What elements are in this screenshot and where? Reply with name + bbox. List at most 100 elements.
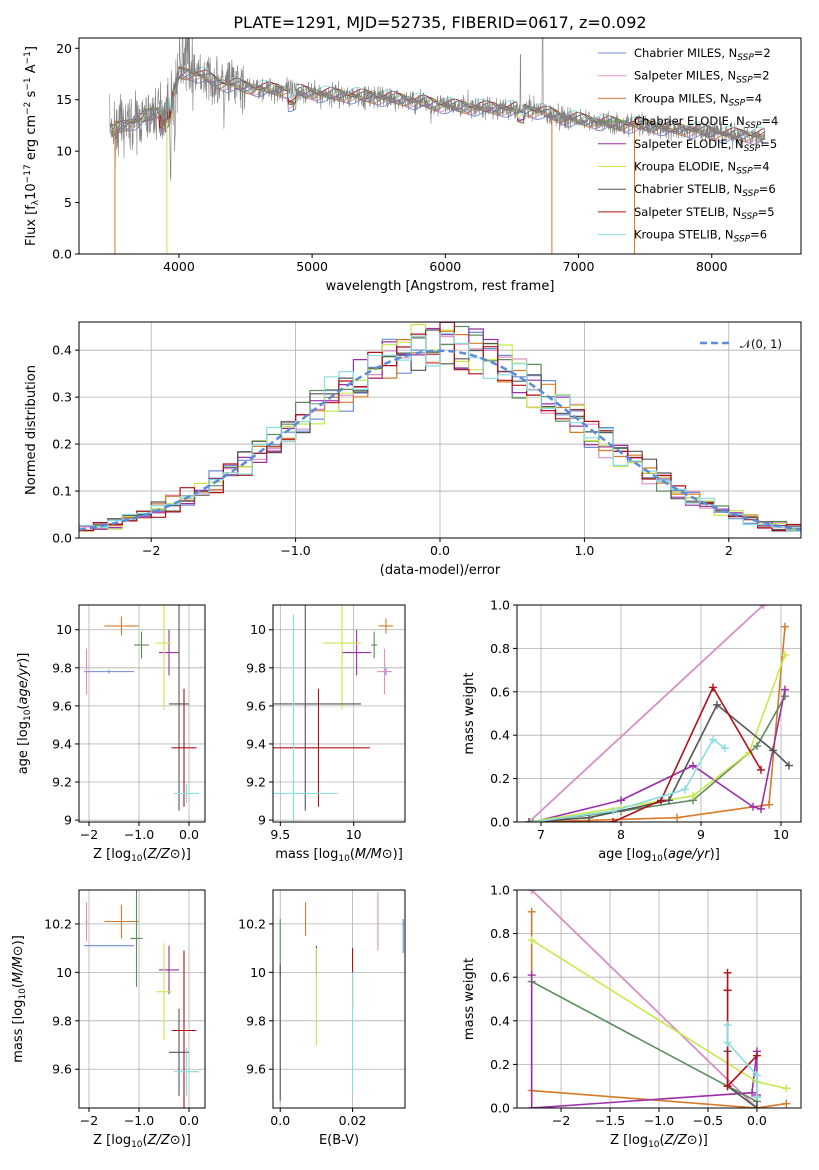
y-tick-label: 0.0 <box>52 531 72 546</box>
x-tick-label: −1.0 <box>124 827 154 842</box>
weight-line <box>726 972 758 1089</box>
weight-marker <box>527 907 536 916</box>
chart-title: PLATE=1291, MJD=52735, FIBERID=0617, z=0… <box>233 13 646 32</box>
chart-age-vs-mass: 9.5 10 9 9.2 9.4 9.6 9.8 10 mass [log10(M/M⊙)] <box>246 604 406 864</box>
y-tick-label: 1.0 <box>490 883 510 898</box>
axes-frame <box>272 604 406 823</box>
legend-entry: Chabrier MILES, NSSP=2 <box>634 46 771 63</box>
y-tick-label: 0.0 <box>52 247 72 262</box>
y-tick-label: 0.3 <box>52 390 72 405</box>
x-axis-label: mass [log10(M/M⊙)] <box>275 847 403 864</box>
y-tick-label: 10 <box>56 965 72 980</box>
errorbar-point <box>273 605 361 811</box>
normal-curve <box>79 349 801 532</box>
weight-line <box>528 654 786 822</box>
errorbar-point <box>85 902 88 941</box>
weight-line <box>528 703 790 822</box>
chart-weight-vs-age: 7 8 9 10 0.0 0.2 0.4 0.6 0.8 1.0 age [log10(age/yr… <box>462 598 802 864</box>
errorbar-point <box>378 618 394 634</box>
x-tick-label: 10 <box>773 827 789 842</box>
y-axis-label: Normed distribution <box>24 365 39 495</box>
chart-age-vs-Z: −2 −1.0 0.0 9 9.2 9.4 9.6 9.8 10 Z [log10(Z/Z⊙)] a… <box>16 604 206 864</box>
y-tick-label: 0.1 <box>52 484 72 499</box>
weight-marker <box>527 1104 536 1108</box>
y-tick-label: 10 <box>250 965 266 980</box>
errorbar-point <box>159 629 179 676</box>
weight-marker <box>609 807 617 816</box>
x-tick-label: 8 <box>617 827 625 842</box>
x-tick-label: −2 <box>142 543 160 558</box>
plot-area <box>279 892 404 1101</box>
weight-marker <box>527 890 536 894</box>
x-axis-label: age [log10(age/yr)] <box>598 847 720 864</box>
y-tick-label: 9.6 <box>52 1062 72 1077</box>
weight-marker <box>527 971 536 980</box>
y-axis-label: Flux [fλ10−17 erg cm−2 s−1 A−1] <box>23 46 41 246</box>
y-tick-label: 0.4 <box>490 728 510 743</box>
y-axis-label: mass [log10(M/M⊙)] <box>11 935 28 1063</box>
errorbar-point <box>104 616 139 636</box>
y-axis-label: mass weight <box>462 958 477 1040</box>
plot-area <box>109 38 766 254</box>
y-tick-label: 20 <box>56 41 72 56</box>
plot-area <box>273 605 394 822</box>
x-tick-label: 10 <box>346 827 362 842</box>
weight-marker <box>781 650 789 659</box>
legend-entry: Salpeter MILES, NSSP=2 <box>634 69 770 86</box>
legend-entry: Kroupa ELODIE, NSSP=4 <box>634 160 770 177</box>
weight-marker <box>748 1088 757 1097</box>
y-tick-label: 9.6 <box>246 1062 266 1077</box>
x-tick-label: 7 <box>537 827 545 842</box>
weight-marker <box>752 1104 761 1108</box>
y-tick-label: 10.2 <box>238 916 266 931</box>
x-tick-label: 0.0 <box>179 1113 199 1128</box>
errorbar-point <box>84 669 134 674</box>
plot-area <box>525 605 793 822</box>
errorbar-point <box>104 904 139 939</box>
weight-marker <box>782 1084 791 1093</box>
weight-line <box>726 1025 758 1098</box>
x-tick-label: −1.0 <box>644 1113 674 1128</box>
x-tick-label: −1.5 <box>595 1113 625 1128</box>
weight-marker <box>709 683 717 692</box>
weight-marker <box>617 796 625 805</box>
y-tick-label: 0.0 <box>490 1101 510 1116</box>
weight-marker <box>723 1082 732 1091</box>
errorbar-point <box>322 605 361 710</box>
y-tick-label: 9.2 <box>246 775 266 790</box>
chart-residuals: −2 −1.0 0.0 1.0 2 0.0 0.1 0.2 0.3 0.4 (data-model)… <box>24 321 802 578</box>
y-tick-label: 9.8 <box>52 660 72 675</box>
weight-marker <box>609 818 617 822</box>
weight-marker <box>781 622 789 631</box>
weight-line <box>531 890 758 1108</box>
weight-marker <box>753 742 761 751</box>
weight-marker <box>782 1099 791 1108</box>
weight-marker <box>723 1038 732 1047</box>
x-tick-label: 6000 <box>429 259 461 274</box>
y-tick-label: 0.4 <box>52 343 72 358</box>
legend-entry: Chabrier STELIB, NSSP=6 <box>634 182 776 199</box>
axes-frame <box>516 604 802 823</box>
x-tick-label: 0.02 <box>339 1113 367 1128</box>
x-tick-label: 2 <box>725 543 733 558</box>
errorbar-point <box>273 614 338 822</box>
errorbar-point <box>169 605 189 811</box>
errorbar-point <box>85 648 88 695</box>
y-tick-label: 9.4 <box>52 736 72 751</box>
x-tick-label: 0.0 <box>747 1113 767 1128</box>
plot-area <box>84 605 199 811</box>
x-tick-label: 9 <box>697 827 705 842</box>
y-tick-label: 10 <box>56 144 72 159</box>
errorbar-point <box>341 629 372 676</box>
weight-marker <box>527 936 536 945</box>
x-axis-label: Z [log10(Z/Z⊙)] <box>610 1133 708 1150</box>
x-tick-label: 4000 <box>163 259 195 274</box>
errorbar-point <box>134 631 149 659</box>
plot-area <box>527 890 791 1108</box>
x-tick-label: 8000 <box>696 259 728 274</box>
plot-area <box>79 322 801 532</box>
axes-frame <box>78 37 802 255</box>
axes-frame <box>78 604 206 823</box>
errorbar-point <box>371 631 378 659</box>
weight-marker <box>723 986 732 995</box>
